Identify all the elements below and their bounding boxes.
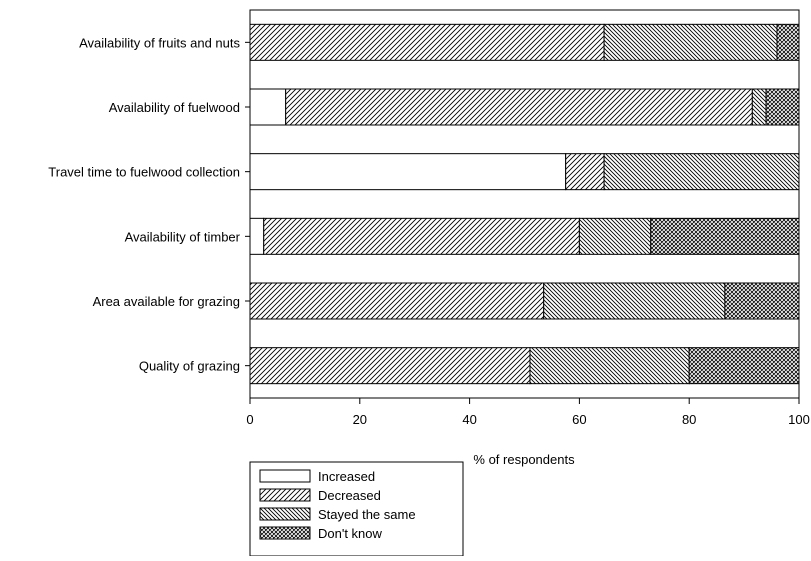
bar-availability-of-fruits-and-nuts-stayed-the-same <box>603 23 778 61</box>
plot-frame <box>249 9 800 399</box>
legend-swatch-don-t-know <box>259 526 311 540</box>
category-label: Availability of fuelwood <box>109 100 240 115</box>
x-tick-label: 80 <box>682 412 696 427</box>
legend-label-stayed-the-same: Stayed the same <box>318 507 416 522</box>
bar-area-available-for-grazing-don-t-know <box>724 282 800 320</box>
legend: Increased Decreased Stayed the same Don't k… <box>249 461 464 557</box>
legend-label-decreased: Decreased <box>318 488 381 503</box>
legend-label-don-t-know: Don't know <box>318 526 383 541</box>
category-label: Travel time to fuelwood collection <box>48 165 240 180</box>
bar-availability-of-fuelwood-decreased <box>285 88 753 126</box>
legend-swatch-increased <box>259 469 311 483</box>
bar-availability-of-timber-increased <box>249 217 265 255</box>
legend-swatch-stayed-the-same <box>259 507 311 521</box>
legend-label-increased: Increased <box>318 469 375 484</box>
x-tick-label: 60 <box>572 412 586 427</box>
x-tick-label: 20 <box>353 412 367 427</box>
x-axis-label: % of respondents <box>473 452 575 467</box>
x-tick-label: 100 <box>788 412 810 427</box>
bar-quality-of-grazing-don-t-know <box>688 347 800 385</box>
category-label: Availability of fruits and nuts <box>79 35 240 50</box>
bar-availability-of-timber-decreased <box>263 217 580 255</box>
bar-quality-of-grazing-stayed-the-same <box>529 347 690 385</box>
bar-travel-time-to-fuelwood-collection-decreased <box>565 153 605 191</box>
bar-availability-of-fruits-and-nuts-decreased <box>249 23 605 61</box>
category-label: Availability of timber <box>125 229 241 244</box>
x-tick-label: 0 <box>246 412 253 427</box>
bar-availability-of-fuelwood-don-t-know <box>765 88 800 126</box>
bar-availability-of-fuelwood-increased <box>249 88 287 126</box>
x-tick-label: 40 <box>462 412 476 427</box>
category-label: Quality of grazing <box>139 359 240 374</box>
bar-area-available-for-grazing-decreased <box>249 282 545 320</box>
bar-availability-of-timber-don-t-know <box>650 217 800 255</box>
legend-swatch-decreased <box>259 488 311 502</box>
x-axis: 0 20 40 60 80 100 <box>246 398 810 427</box>
category-label: Area available for grazing <box>93 294 240 309</box>
bar-availability-of-fuelwood-stayed-the-same <box>751 88 767 126</box>
bars-layer <box>249 23 800 385</box>
bar-travel-time-to-fuelwood-collection-increased <box>249 153 567 191</box>
bar-area-available-for-grazing-stayed-the-same <box>543 282 726 320</box>
category-labels: Availability of fruits and nuts Availabil… <box>48 35 250 374</box>
bar-availability-of-timber-stayed-the-same <box>578 217 652 255</box>
bar-availability-of-fruits-and-nuts-don-t-know <box>776 23 800 61</box>
bar-travel-time-to-fuelwood-collection-stayed-the-same <box>603 153 800 191</box>
bar-quality-of-grazing-decreased <box>249 347 531 385</box>
